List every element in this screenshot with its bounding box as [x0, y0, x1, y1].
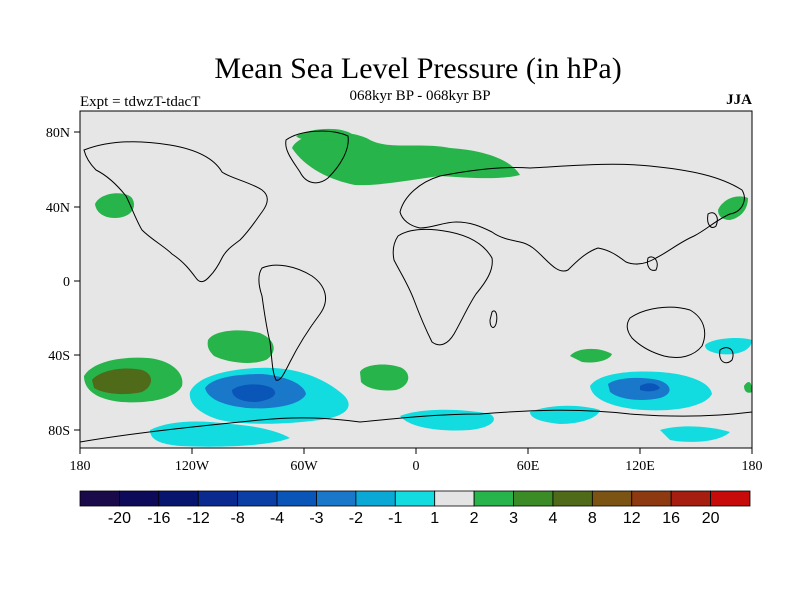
colorbar-swatch: [237, 490, 278, 507]
colorbar-label: -3: [309, 510, 323, 527]
anomaly-south-pacific-core: [92, 368, 151, 395]
season-label: JJA: [726, 92, 752, 108]
coast-philippines: [647, 256, 658, 271]
lat-tick-label: 0: [63, 275, 70, 290]
coast-africa: [392, 228, 493, 346]
anomaly-indian: [570, 348, 612, 363]
lat-tick-label: 40N: [46, 201, 70, 216]
colorbar-swatch: [119, 490, 160, 507]
colorbar-label: -2: [349, 510, 363, 527]
lon-tick-label: 120W: [175, 459, 210, 474]
colorbar: -20 -16 -12 -8 -4 -3 -2 -1 1 2 3 4 8 12 16 20: [79, 490, 751, 527]
coast-new-zealand: [719, 347, 734, 364]
anomaly-drake-negative-core: [232, 384, 276, 402]
colorbar-swatch: [158, 490, 199, 507]
colorbar-label: -1: [388, 510, 402, 527]
colorbar-swatch: [670, 490, 711, 507]
coastlines: [79, 130, 753, 443]
colorbar-swatch: [434, 490, 475, 507]
lon-tick-label: 60W: [290, 459, 318, 474]
colorbar-label: 3: [509, 510, 518, 527]
colorbar-swatch: [473, 490, 514, 507]
colorbar-swatch: [631, 490, 672, 507]
anomaly-antarctic-atlantic: [400, 409, 494, 431]
colorbar-swatch: [79, 490, 120, 507]
colorbar-swatch: [276, 490, 317, 507]
coast-antarctica: [79, 409, 753, 443]
coast-madagascar: [489, 310, 498, 328]
lon-tick-label: 180: [70, 459, 91, 474]
colorbar-label: 12: [623, 510, 641, 527]
colorbar-label: -12: [187, 510, 210, 527]
colorbar-label: 8: [588, 510, 597, 527]
colorbar-label: 16: [662, 510, 680, 527]
anomaly-pacific-north: [95, 193, 135, 218]
anomaly-pacific-northwest: [718, 196, 748, 220]
anomaly-south-indian-negative-core: [640, 383, 660, 392]
colorbar-label: 2: [470, 510, 479, 527]
lon-tick-label: 0: [413, 459, 420, 474]
coast-north-america: [83, 141, 268, 283]
map-title: Mean Sea Level Pressure (in hPa): [214, 52, 622, 85]
colorbar-label: -4: [270, 510, 284, 527]
coast-australia: [626, 306, 706, 359]
colorbar-label: 20: [702, 510, 720, 527]
lon-tick-label: 120E: [625, 459, 655, 474]
colorbar-label: -8: [231, 510, 245, 527]
colorbar-label: -16: [147, 510, 170, 527]
colorbar-swatch: [394, 490, 436, 507]
colorbar-swatch: [513, 490, 554, 507]
colorbar-label: -20: [108, 510, 131, 527]
latitude-axis: 80N 40N 0 40S 80S: [46, 126, 80, 439]
coast-japan: [707, 212, 718, 228]
map-subtitle: 068kyr BP - 068kyr BP: [349, 88, 491, 104]
coast-south-america: [258, 264, 327, 381]
anomaly-antarctic-east: [660, 426, 730, 442]
lon-tick-label: 60E: [517, 459, 540, 474]
lon-tick-label: 180: [742, 459, 763, 474]
anomaly-south-atlantic: [360, 364, 409, 391]
colorbar-swatch: [591, 490, 633, 507]
experiment-label: Expt = tdwzT-tdacT: [80, 94, 201, 110]
lat-tick-label: 80S: [48, 424, 70, 439]
longitude-axis: 180 120W 60W 0 60E 120E 180: [70, 448, 763, 474]
colorbar-label: 1: [430, 510, 439, 527]
anomaly-south-indian-negative-mid: [608, 377, 670, 400]
coast-eurasia: [399, 163, 745, 272]
lat-tick-label: 80N: [46, 126, 70, 141]
colorbar-swatch: [316, 490, 357, 507]
colorbar-label: 4: [548, 510, 557, 527]
colorbar-swatch: [552, 490, 593, 507]
colorbar-swatch: [197, 490, 239, 507]
colorbar-swatch: [710, 490, 751, 507]
anomaly-south-pacific-east: [207, 330, 274, 363]
anomaly-tasman-negative: [705, 337, 752, 355]
coast-greenland: [285, 130, 349, 184]
lat-tick-label: 40S: [48, 349, 70, 364]
colorbar-swatch: [355, 490, 396, 507]
anomaly-shading: [84, 128, 752, 447]
anomaly-east-edge: [744, 382, 752, 393]
